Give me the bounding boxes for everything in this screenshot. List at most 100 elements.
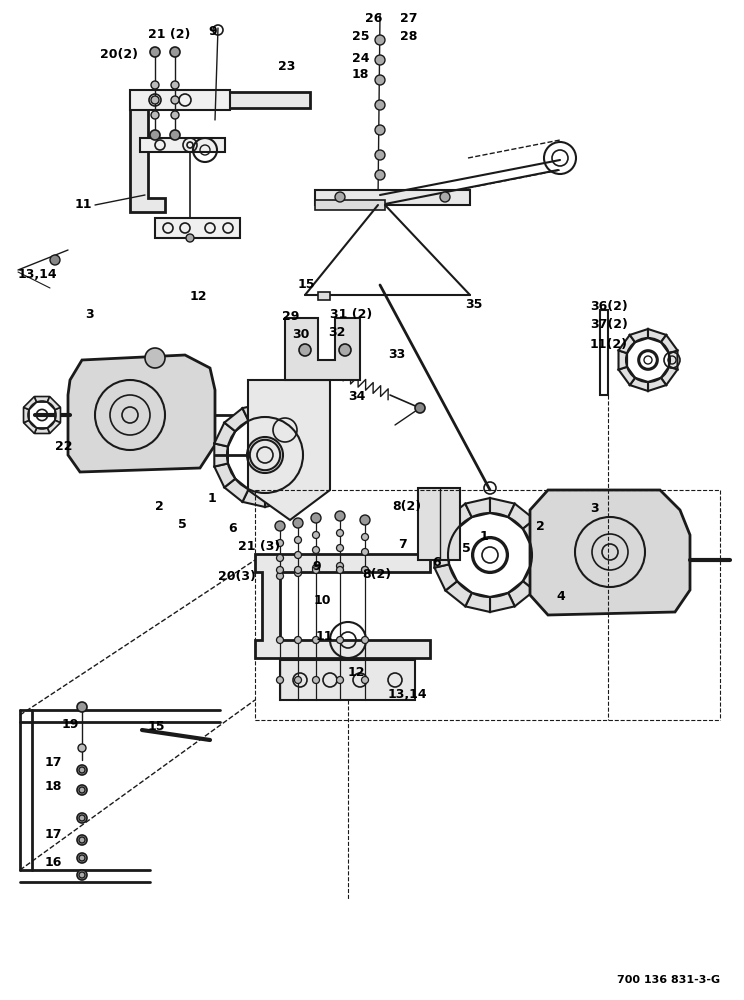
Circle shape xyxy=(312,637,319,644)
Text: 5: 5 xyxy=(462,542,471,555)
Text: 9: 9 xyxy=(312,560,321,573)
Text: 13,14: 13,14 xyxy=(18,268,57,281)
Polygon shape xyxy=(265,489,288,507)
Polygon shape xyxy=(265,403,288,421)
Text: 29: 29 xyxy=(282,310,299,323)
Polygon shape xyxy=(24,407,29,423)
Polygon shape xyxy=(434,542,449,568)
Circle shape xyxy=(277,676,283,684)
Polygon shape xyxy=(285,318,360,380)
Text: 1: 1 xyxy=(208,492,217,505)
Text: 18: 18 xyxy=(352,68,369,81)
Polygon shape xyxy=(130,92,310,212)
Text: 11: 11 xyxy=(75,198,92,211)
Circle shape xyxy=(312,676,319,684)
Circle shape xyxy=(362,566,368,574)
Text: 7: 7 xyxy=(398,538,407,551)
Text: 37(2): 37(2) xyxy=(590,318,628,331)
Circle shape xyxy=(293,518,303,528)
Polygon shape xyxy=(24,420,36,433)
Circle shape xyxy=(360,515,370,525)
Circle shape xyxy=(171,111,179,119)
Text: 16: 16 xyxy=(45,856,62,869)
Circle shape xyxy=(170,47,180,57)
Circle shape xyxy=(311,513,321,523)
Circle shape xyxy=(312,564,319,572)
Text: 5: 5 xyxy=(178,518,187,531)
Text: 35: 35 xyxy=(465,298,482,311)
Circle shape xyxy=(150,130,160,140)
Text: 10: 10 xyxy=(314,594,332,607)
Circle shape xyxy=(77,813,87,823)
Text: 700 136 831-3-G: 700 136 831-3-G xyxy=(617,975,720,985)
Text: 31 (2): 31 (2) xyxy=(330,308,372,321)
Text: 17: 17 xyxy=(45,828,62,841)
Polygon shape xyxy=(225,408,248,431)
Text: 25: 25 xyxy=(352,30,370,43)
Circle shape xyxy=(362,566,368,574)
Circle shape xyxy=(295,637,301,644)
Polygon shape xyxy=(34,428,50,433)
Text: 6: 6 xyxy=(432,556,440,569)
Circle shape xyxy=(312,566,319,574)
Polygon shape xyxy=(214,463,235,487)
Polygon shape xyxy=(465,498,490,517)
Circle shape xyxy=(77,853,87,863)
Circle shape xyxy=(336,562,344,570)
Text: 6: 6 xyxy=(228,522,237,535)
Circle shape xyxy=(375,150,385,160)
Circle shape xyxy=(336,637,344,644)
Polygon shape xyxy=(508,504,535,529)
Polygon shape xyxy=(214,443,228,467)
Polygon shape xyxy=(243,489,265,507)
Text: 9: 9 xyxy=(208,25,217,38)
Polygon shape xyxy=(446,581,472,606)
Circle shape xyxy=(375,75,385,85)
Circle shape xyxy=(295,536,301,544)
Text: 20(2): 20(2) xyxy=(100,48,138,61)
Polygon shape xyxy=(155,218,240,238)
Circle shape xyxy=(415,403,425,413)
Text: 21 (3): 21 (3) xyxy=(238,540,280,553)
Circle shape xyxy=(50,255,60,265)
Polygon shape xyxy=(130,90,230,110)
Text: 3: 3 xyxy=(85,308,94,321)
Circle shape xyxy=(339,344,351,356)
Text: 17: 17 xyxy=(45,756,62,769)
Polygon shape xyxy=(669,350,678,370)
Polygon shape xyxy=(531,542,545,568)
Circle shape xyxy=(277,566,283,574)
Text: 8(2): 8(2) xyxy=(392,500,421,513)
Text: 20(3): 20(3) xyxy=(218,570,256,583)
Polygon shape xyxy=(281,479,306,502)
Text: 21 (2): 21 (2) xyxy=(148,28,190,41)
Circle shape xyxy=(335,511,345,521)
Circle shape xyxy=(312,546,319,554)
Bar xyxy=(600,310,608,395)
Polygon shape xyxy=(490,498,515,517)
Circle shape xyxy=(362,637,368,644)
Polygon shape xyxy=(68,355,215,472)
Text: 13,14: 13,14 xyxy=(388,688,428,701)
Polygon shape xyxy=(465,593,490,612)
Polygon shape xyxy=(490,593,515,612)
Circle shape xyxy=(362,534,368,540)
Circle shape xyxy=(295,552,301,558)
Polygon shape xyxy=(295,463,315,487)
Circle shape xyxy=(335,192,345,202)
Polygon shape xyxy=(248,380,330,520)
Circle shape xyxy=(375,100,385,110)
Polygon shape xyxy=(434,564,457,591)
Circle shape xyxy=(151,81,159,89)
Text: 34: 34 xyxy=(348,390,365,403)
Polygon shape xyxy=(629,378,648,391)
Text: 19: 19 xyxy=(62,718,80,731)
Polygon shape xyxy=(648,378,666,391)
Circle shape xyxy=(77,765,87,775)
Polygon shape xyxy=(446,504,472,529)
Circle shape xyxy=(295,676,301,684)
Circle shape xyxy=(277,572,283,580)
Circle shape xyxy=(375,35,385,45)
Circle shape xyxy=(375,55,385,65)
Polygon shape xyxy=(281,408,306,431)
